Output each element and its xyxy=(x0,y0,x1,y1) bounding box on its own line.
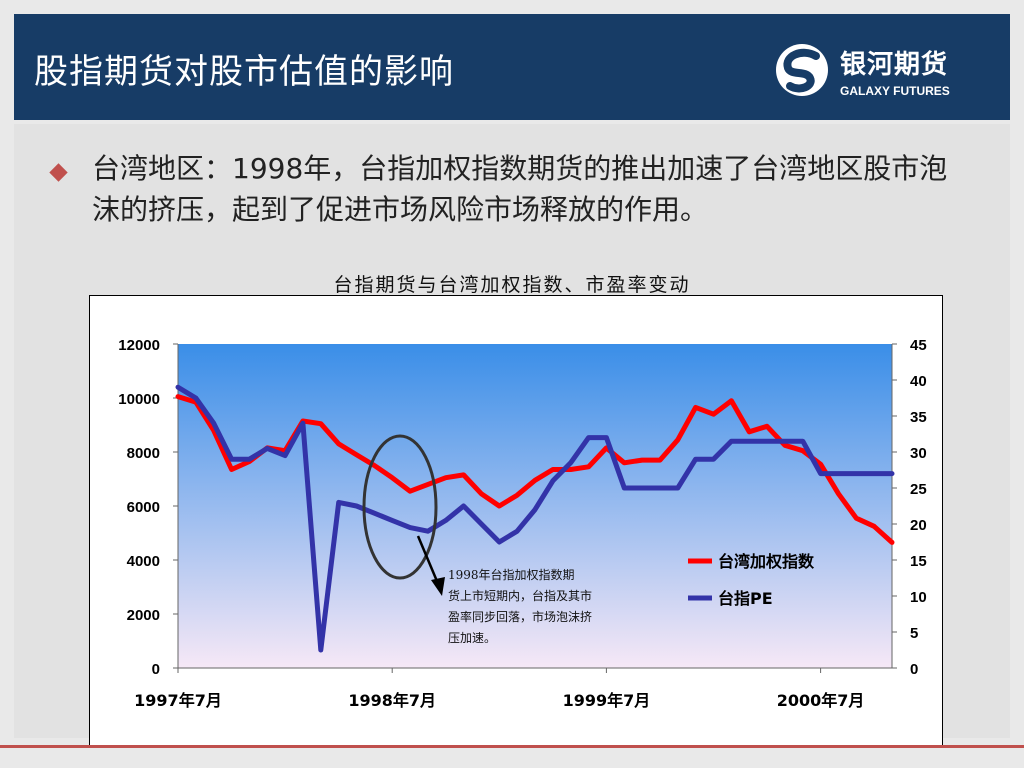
annotation-arrow xyxy=(416,535,441,587)
series-line-pe xyxy=(175,384,895,653)
x-tick-label: 1997年7月 xyxy=(134,691,222,710)
left-tick-label: 2000 xyxy=(127,607,160,624)
right-tick-label: 45 xyxy=(910,337,927,354)
slide-title: 股指期货对股市估值的影响 xyxy=(34,52,454,92)
annotation-text-line: 压加速。 xyxy=(448,631,496,645)
left-tick-label: 0 xyxy=(152,661,160,678)
right-tick-label: 0 xyxy=(910,661,918,678)
left-tick-label: 4000 xyxy=(127,553,160,570)
legend-label: 台湾加权指数 xyxy=(718,552,815,571)
right-tick-label: 35 xyxy=(910,409,927,426)
left-tick-label: 10000 xyxy=(118,391,160,408)
right-tick-label: 25 xyxy=(910,481,927,498)
right-tick-label: 30 xyxy=(910,445,927,462)
left-tick-label: 8000 xyxy=(127,445,160,462)
slide-header: 股指期货对股市估值的影响 银河期货 GALAXY FUTURES xyxy=(14,14,1010,120)
legend-label: 台指PE xyxy=(718,589,773,608)
left-tick-label: 12000 xyxy=(118,337,160,354)
bullet-text: 台湾地区：1998年，台指加权指数期货的推出加速了台湾地区股市泡沫的挤压，起到了… xyxy=(92,152,948,226)
right-tick-label: 15 xyxy=(910,553,927,570)
x-tick-label: 1999年7月 xyxy=(563,691,651,710)
highlight-ellipse xyxy=(362,434,438,580)
logo-chinese-text: 银河期货 xyxy=(840,50,949,80)
footer-divider xyxy=(0,745,1024,748)
right-tick-label: 10 xyxy=(910,589,927,606)
annotation-arrowhead xyxy=(431,577,445,596)
x-tick-label: 1998年7月 xyxy=(348,691,436,710)
right-tick-label: 5 xyxy=(910,625,918,642)
chart-frame: 0 2000 4000 6000 8000 10000 12000 0 5 10 15 20 25 30 3… xyxy=(89,295,943,747)
line-chart: 0 2000 4000 6000 8000 10000 12000 0 5 10 15 20 25 30 3… xyxy=(118,337,927,710)
right-tick-label: 20 xyxy=(910,517,927,534)
chart-title: 台指期货与台湾加权指数、市盈率变动 xyxy=(333,274,691,296)
company-logo: 银河期货 GALAXY FUTURES xyxy=(772,40,972,104)
annotation-text-line: 盈率同步回落，市场泡沫挤 xyxy=(448,609,592,624)
right-tick-label: 40 xyxy=(910,373,927,390)
galaxy-swirl-icon xyxy=(776,44,828,96)
annotation-text-line: 货上市短期内，台指及其市 xyxy=(448,588,592,603)
logo-english-text: GALAXY FUTURES xyxy=(840,84,950,98)
x-tick-label: 2000年7月 xyxy=(777,691,865,710)
annotation-text-line: 1998年台指加权指数期 xyxy=(448,567,575,582)
left-tick-label: 6000 xyxy=(127,499,160,516)
